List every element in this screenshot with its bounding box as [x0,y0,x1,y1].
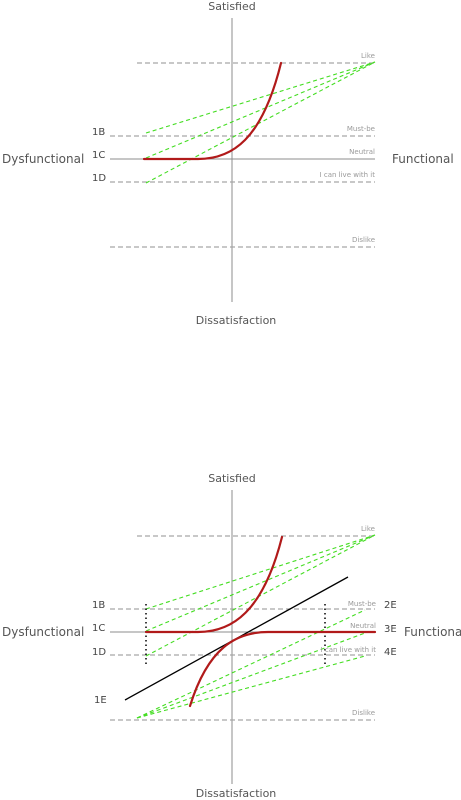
bottom-must-be-label: Must-be [348,600,376,608]
bottom-green-upper-2 [145,534,376,632]
bottom-dislike-label: Dislike [352,709,375,717]
top-dysfunctional-label: Dysfunctional [2,152,84,166]
bottom-green-lower-1 [136,609,366,719]
bottom-code-4e: 4E [384,647,397,658]
bottom-code-2e: 2E [384,600,397,611]
bottom-diagram: Satisfied Dissatisfaction Dysfunctional … [2,472,461,800]
top-green-line-2 [145,61,376,159]
top-code-1b: 1B [92,127,105,138]
bottom-dysfunctional-label: Dysfunctional [2,625,84,639]
bottom-green-lower-2 [136,632,366,719]
top-satisfied-label: Satisfied [208,0,256,13]
bottom-code-1b: 1B [92,600,105,611]
top-green-line-3 [145,61,376,184]
bottom-satisfied-label: Satisfied [208,472,256,485]
bottom-functional-label: Functional [404,625,461,639]
bottom-code-3e: 3E [384,624,397,635]
top-must-be-label: Must-be [347,125,375,133]
bottom-code-1e: 1E [94,695,107,706]
bottom-must-be-curve [188,630,377,708]
top-like-label: Like [361,52,375,60]
top-dislike-label: Dislike [352,236,375,244]
bottom-live-with-label: I can live with it [321,646,377,654]
top-diagram: Satisfied Dissatisfaction Dysfunctional … [2,0,454,327]
bottom-attractive-curve [144,535,284,634]
bottom-like-label: Like [361,525,375,533]
bottom-green-upper-1 [145,534,376,610]
bottom-code-1c: 1C [92,623,105,634]
bottom-code-1d: 1D [92,647,106,658]
bottom-dissatisfaction-label: Dissatisfaction [196,787,277,800]
bottom-neutral-label: Neutral [350,622,376,630]
bottom-green-lower-3 [136,655,366,719]
top-live-with-label: I can live with it [320,171,376,179]
top-attractive-curve [142,61,283,161]
bottom-green-upper-3 [145,534,376,657]
top-neutral-label: Neutral [349,148,375,156]
top-code-1d: 1D [92,173,106,184]
top-functional-label: Functional [392,152,454,166]
top-green-line-1 [145,61,376,134]
top-dissatisfaction-label: Dissatisfaction [196,314,277,327]
top-code-1c: 1C [92,150,105,161]
